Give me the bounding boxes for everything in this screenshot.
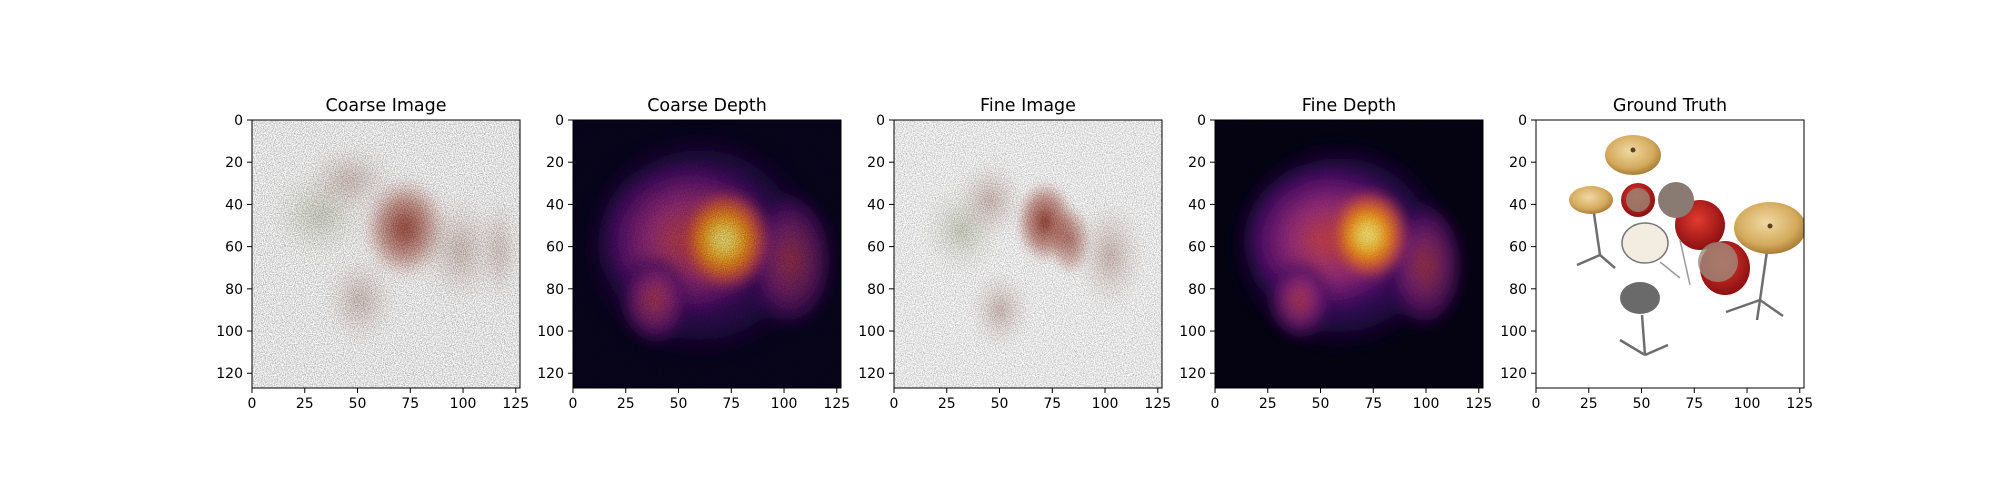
panel-fine-image: Fine Image 0 25 50 75 100 125 0 20 40 60 80 100 120 [858, 96, 1171, 412]
panel-ground-truth: Ground Truth [1500, 96, 1813, 412]
x-tick-label: 0 [890, 396, 899, 412]
y-tick-label: 120 [216, 366, 243, 382]
y-tick-label: 80 [546, 282, 564, 298]
y-tick-label: 100 [858, 324, 885, 340]
x-tick-label: 25 [1580, 396, 1598, 412]
x-tick-label: 0 [569, 396, 578, 412]
axes-frame [572, 119, 842, 389]
panel-title: Coarse Image [325, 96, 446, 116]
fine-depth-heatmap [1215, 120, 1483, 388]
x-tick-label: 125 [1465, 396, 1492, 412]
y-tick-label: 80 [225, 282, 243, 298]
panel-title: Ground Truth [1613, 96, 1727, 116]
tom-head [1658, 182, 1694, 218]
y-tick-label: 0 [1518, 113, 1527, 129]
x-tick-label: 75 [722, 396, 740, 412]
axis-ticks: 0 25 50 75 100 125 0 20 40 60 80 100 120 [1500, 113, 1813, 412]
x-tick-label: 125 [1786, 396, 1813, 412]
axes-frame [1214, 119, 1484, 389]
y-tick-label: 20 [1188, 155, 1206, 171]
x-tick-label: 100 [1092, 396, 1119, 412]
x-tick-label: 75 [1043, 396, 1061, 412]
x-tick-label: 0 [248, 396, 257, 412]
y-tick-label: 60 [1509, 240, 1527, 256]
x-tick-label: 100 [1413, 396, 1440, 412]
x-tick-label: 100 [1734, 396, 1761, 412]
y-tick-label: 100 [216, 324, 243, 340]
y-tick-label: 100 [1179, 324, 1206, 340]
y-tick-label: 40 [1188, 197, 1206, 213]
panel-title: Fine Depth [1302, 96, 1396, 116]
x-tick-label: 125 [1144, 396, 1171, 412]
x-tick-label: 50 [991, 396, 1009, 412]
x-tick-label: 75 [1364, 396, 1382, 412]
axis-ticks: 0 25 50 75 100 125 0 20 40 60 80 100 120 [216, 113, 529, 412]
y-tick-label: 20 [546, 155, 564, 171]
y-tick-label: 60 [1188, 240, 1206, 256]
panel-fine-depth: Fine Depth 0 25 50 75 100 125 0 20 40 60 80 100 120 [1179, 96, 1492, 412]
x-tick-label: 0 [1532, 396, 1541, 412]
x-tick-label: 125 [823, 396, 850, 412]
axis-ticks: 0 25 50 75 100 125 0 20 40 60 80 100 120 [1179, 113, 1492, 412]
y-tick-label: 100 [1500, 324, 1527, 340]
x-tick-label: 100 [450, 396, 477, 412]
x-tick-label: 100 [771, 396, 798, 412]
coarse-image-render [252, 120, 520, 388]
drum-kit-image [1536, 120, 1804, 388]
fine-image-render [894, 120, 1162, 388]
panel-title: Coarse Depth [647, 96, 767, 116]
x-tick-label: 25 [1259, 396, 1277, 412]
panel-coarse-depth: Coarse Depth 0 25 50 75 100 125 0 20 40 60 80 100 12… [537, 96, 850, 412]
y-tick-label: 20 [1509, 155, 1527, 171]
y-tick-label: 0 [876, 113, 885, 129]
y-tick-label: 60 [225, 240, 243, 256]
axes-frame [893, 119, 1163, 389]
x-tick-label: 75 [1685, 396, 1703, 412]
y-tick-label: 40 [867, 197, 885, 213]
y-tick-label: 120 [1179, 366, 1206, 382]
y-tick-label: 80 [1509, 282, 1527, 298]
coarse-depth-heatmap [573, 120, 841, 388]
snare-drum [1621, 222, 1669, 264]
x-tick-label: 25 [617, 396, 635, 412]
x-tick-label: 25 [938, 396, 956, 412]
x-tick-label: 125 [502, 396, 529, 412]
crash-cymbal [1605, 135, 1661, 175]
y-tick-label: 40 [225, 197, 243, 213]
x-tick-label: 50 [1633, 396, 1651, 412]
hihat-cymbal [1569, 186, 1613, 214]
y-tick-label: 20 [225, 155, 243, 171]
y-tick-label: 20 [867, 155, 885, 171]
x-tick-label: 50 [670, 396, 688, 412]
y-tick-label: 80 [867, 282, 885, 298]
x-tick-label: 25 [296, 396, 314, 412]
panel-coarse-image: Coarse Image 0 25 50 75 100 125 0 20 40 60 80 100 12… [216, 96, 529, 412]
y-tick-label: 0 [1197, 113, 1206, 129]
axes-frame [1535, 119, 1805, 389]
y-tick-label: 60 [867, 240, 885, 256]
y-tick-label: 40 [1509, 197, 1527, 213]
y-tick-label: 40 [546, 197, 564, 213]
y-tick-label: 120 [858, 366, 885, 382]
y-tick-label: 120 [537, 366, 564, 382]
x-tick-label: 50 [349, 396, 367, 412]
y-tick-label: 0 [555, 113, 564, 129]
y-tick-label: 60 [546, 240, 564, 256]
x-tick-label: 0 [1211, 396, 1220, 412]
y-tick-label: 80 [1188, 282, 1206, 298]
x-tick-label: 50 [1312, 396, 1330, 412]
axis-ticks: 0 25 50 75 100 125 0 20 40 60 80 100 120 [537, 113, 850, 412]
y-tick-label: 0 [234, 113, 243, 129]
axes-frame [251, 119, 521, 389]
y-tick-label: 100 [537, 324, 564, 340]
x-tick-label: 75 [401, 396, 419, 412]
throne [1620, 282, 1660, 314]
panel-title: Fine Image [980, 96, 1076, 116]
y-tick-label: 120 [1500, 366, 1527, 382]
axis-ticks: 0 25 50 75 100 125 0 20 40 60 80 100 120 [858, 113, 1171, 412]
